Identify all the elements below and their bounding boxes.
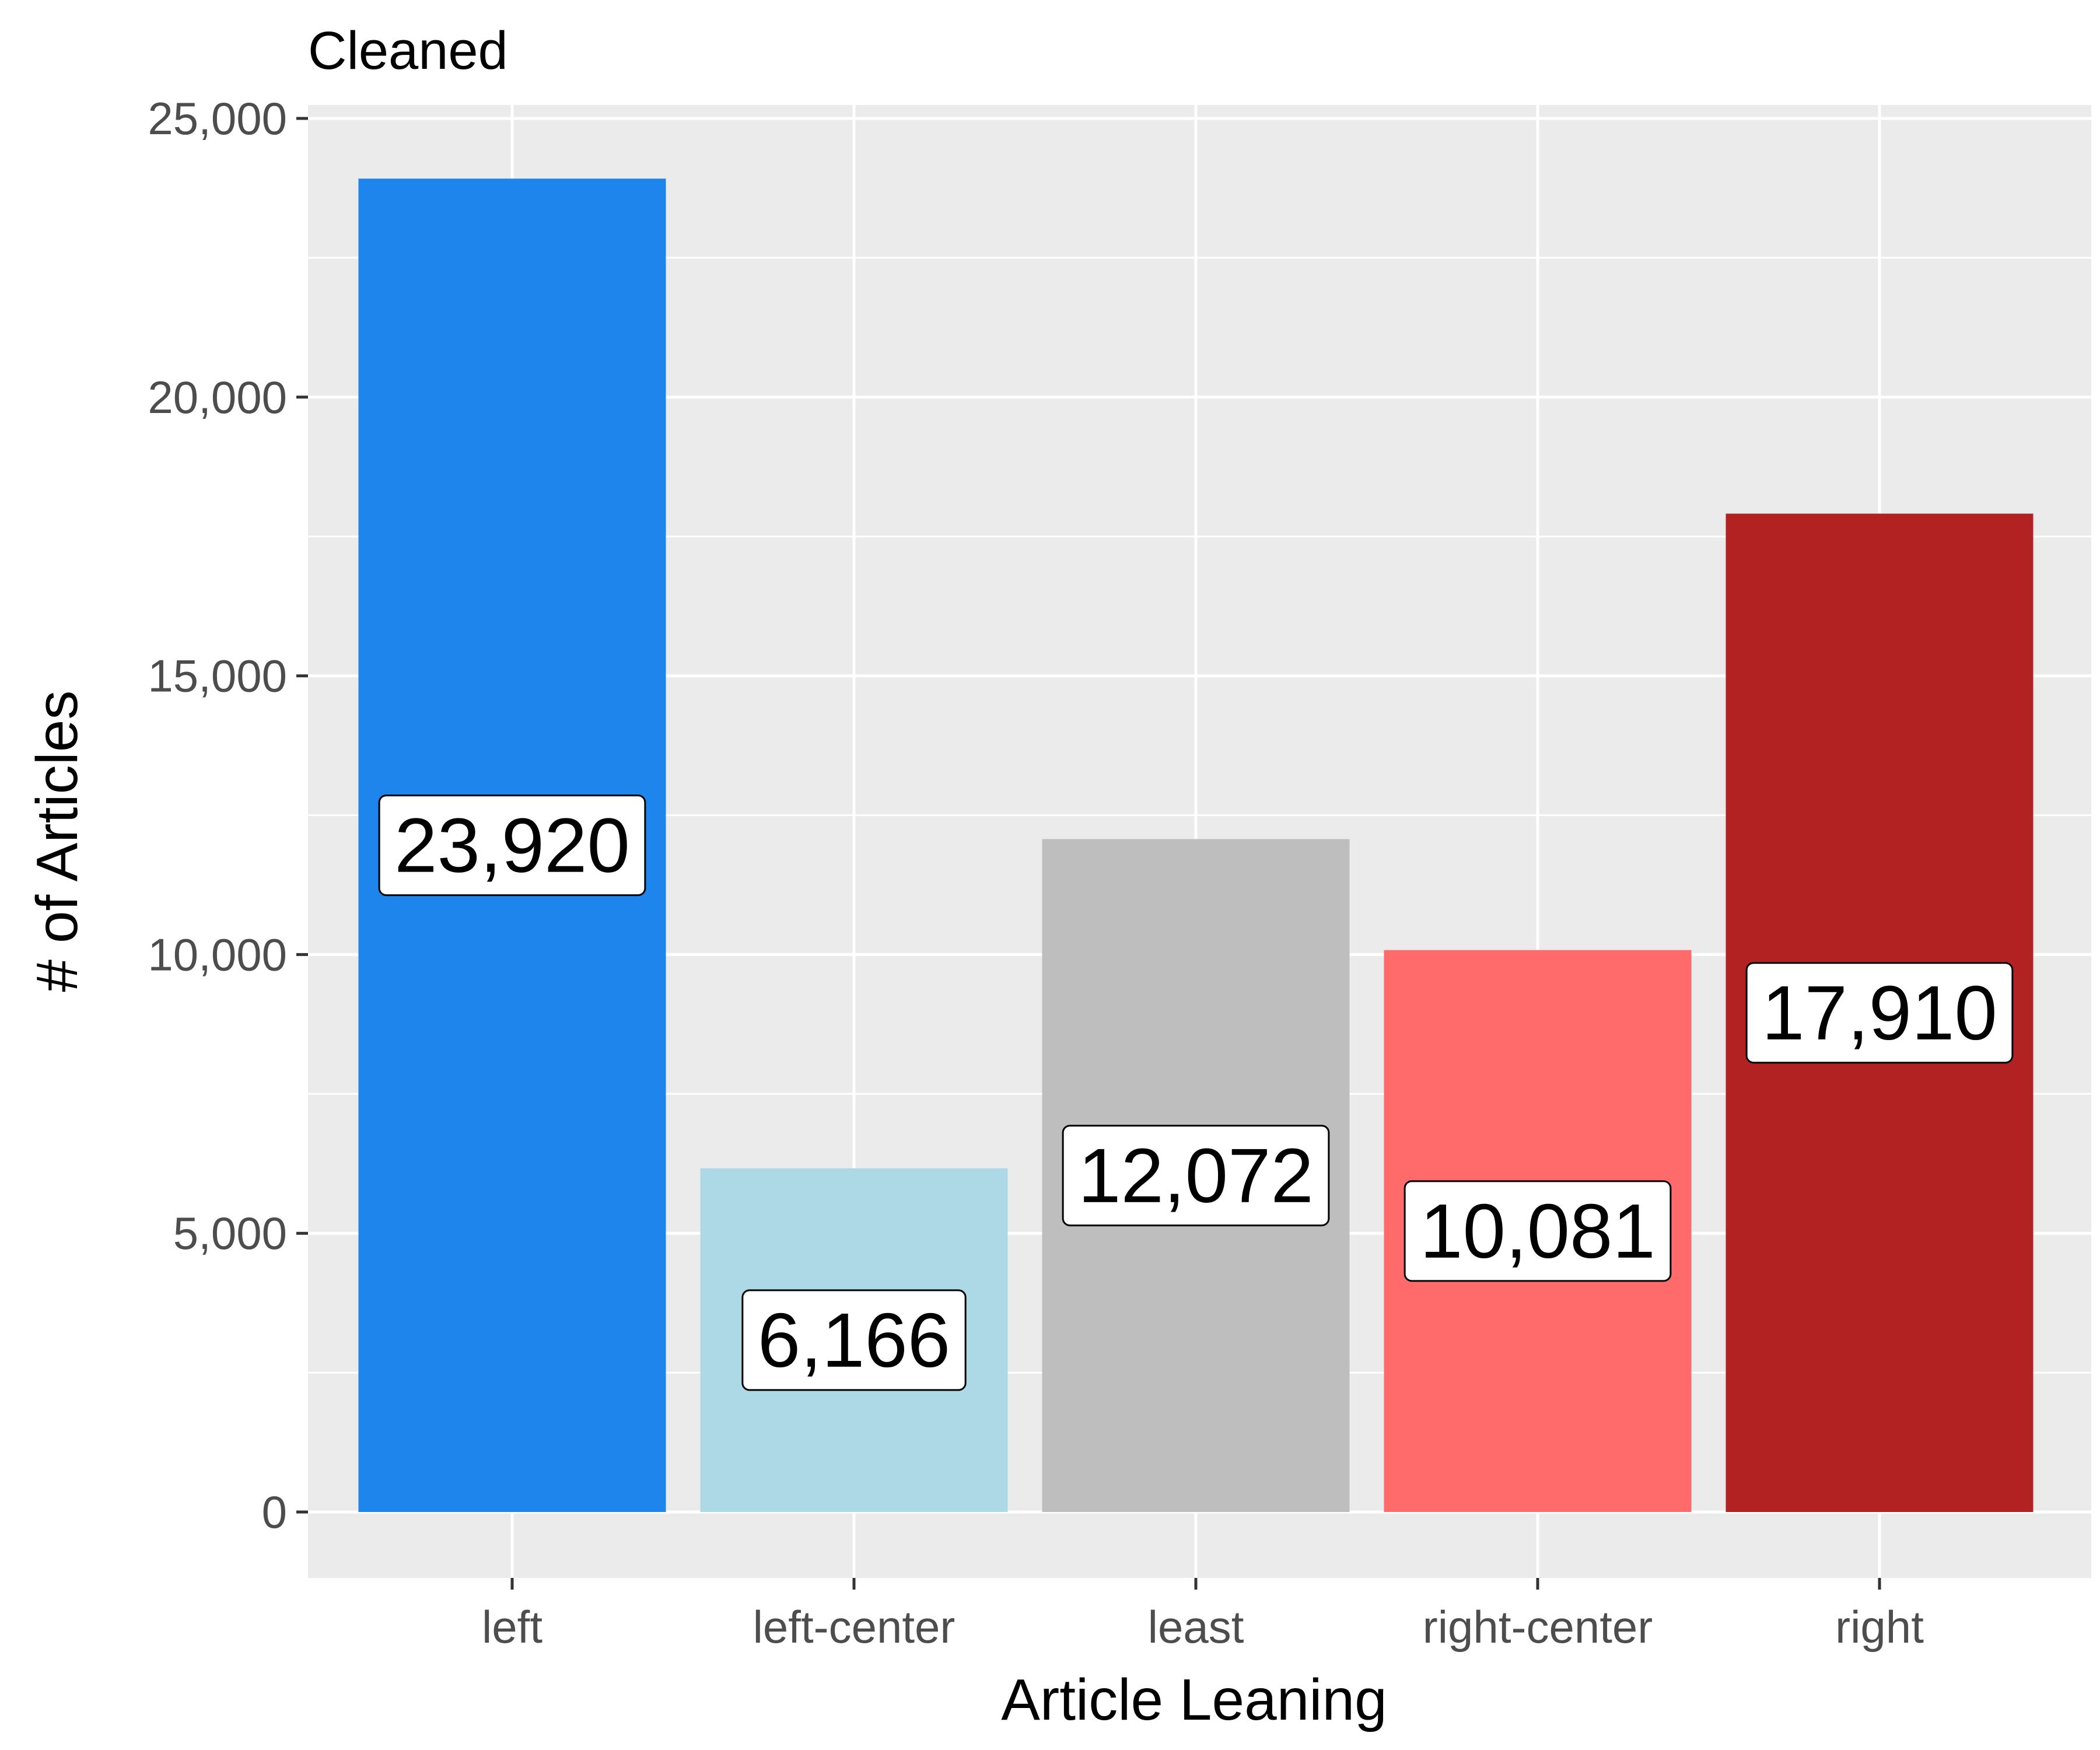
- y-tick-label: 20,000: [148, 372, 287, 423]
- data-label-right: 17,910: [1745, 962, 2014, 1064]
- y-axis-title: # of Articles: [24, 691, 90, 992]
- data-label-text: 6,166: [758, 1297, 950, 1383]
- data-label-text: 12,072: [1078, 1133, 1314, 1219]
- x-axis: left left-center least right-center right: [482, 1578, 1924, 1653]
- data-label-text: 23,920: [394, 803, 630, 888]
- x-tick-label: least: [1148, 1601, 1244, 1653]
- data-label-left: 23,920: [378, 794, 646, 897]
- data-label-box: [741, 1289, 967, 1391]
- data-label-box: [1062, 1125, 1330, 1227]
- data-label-box: [378, 794, 646, 897]
- data-label-left-center: 6,166: [741, 1289, 967, 1391]
- y-tick-label: 15,000: [148, 650, 287, 702]
- data-label-text: 17,910: [1762, 970, 1997, 1056]
- data-labels: 23,920 6,166 12,072 10,081 17,910: [378, 794, 2014, 1391]
- data-label-box: [1404, 1180, 1672, 1282]
- y-tick-label: 0: [262, 1486, 287, 1538]
- x-axis-title: Article Leaning: [1001, 1667, 1387, 1732]
- data-label-text: 10,081: [1420, 1188, 1656, 1274]
- data-label-least: 12,072: [1062, 1125, 1330, 1227]
- y-tick-label: 25,000: [148, 93, 287, 144]
- y-axis: 0 5,000 10,000 15,000 20,000 25,000: [148, 93, 308, 1538]
- x-tick-label: right: [1835, 1601, 1924, 1653]
- y-tick-label: 5,000: [173, 1208, 287, 1259]
- data-label-right-center: 10,081: [1404, 1180, 1672, 1282]
- chart-title: Cleaned: [308, 21, 508, 80]
- x-tick-label: left-center: [753, 1601, 956, 1653]
- data-label-box: [1745, 962, 2014, 1064]
- x-tick-label: left: [482, 1601, 542, 1653]
- x-tick-label: right-center: [1423, 1601, 1653, 1653]
- y-tick-label: 10,000: [148, 929, 287, 980]
